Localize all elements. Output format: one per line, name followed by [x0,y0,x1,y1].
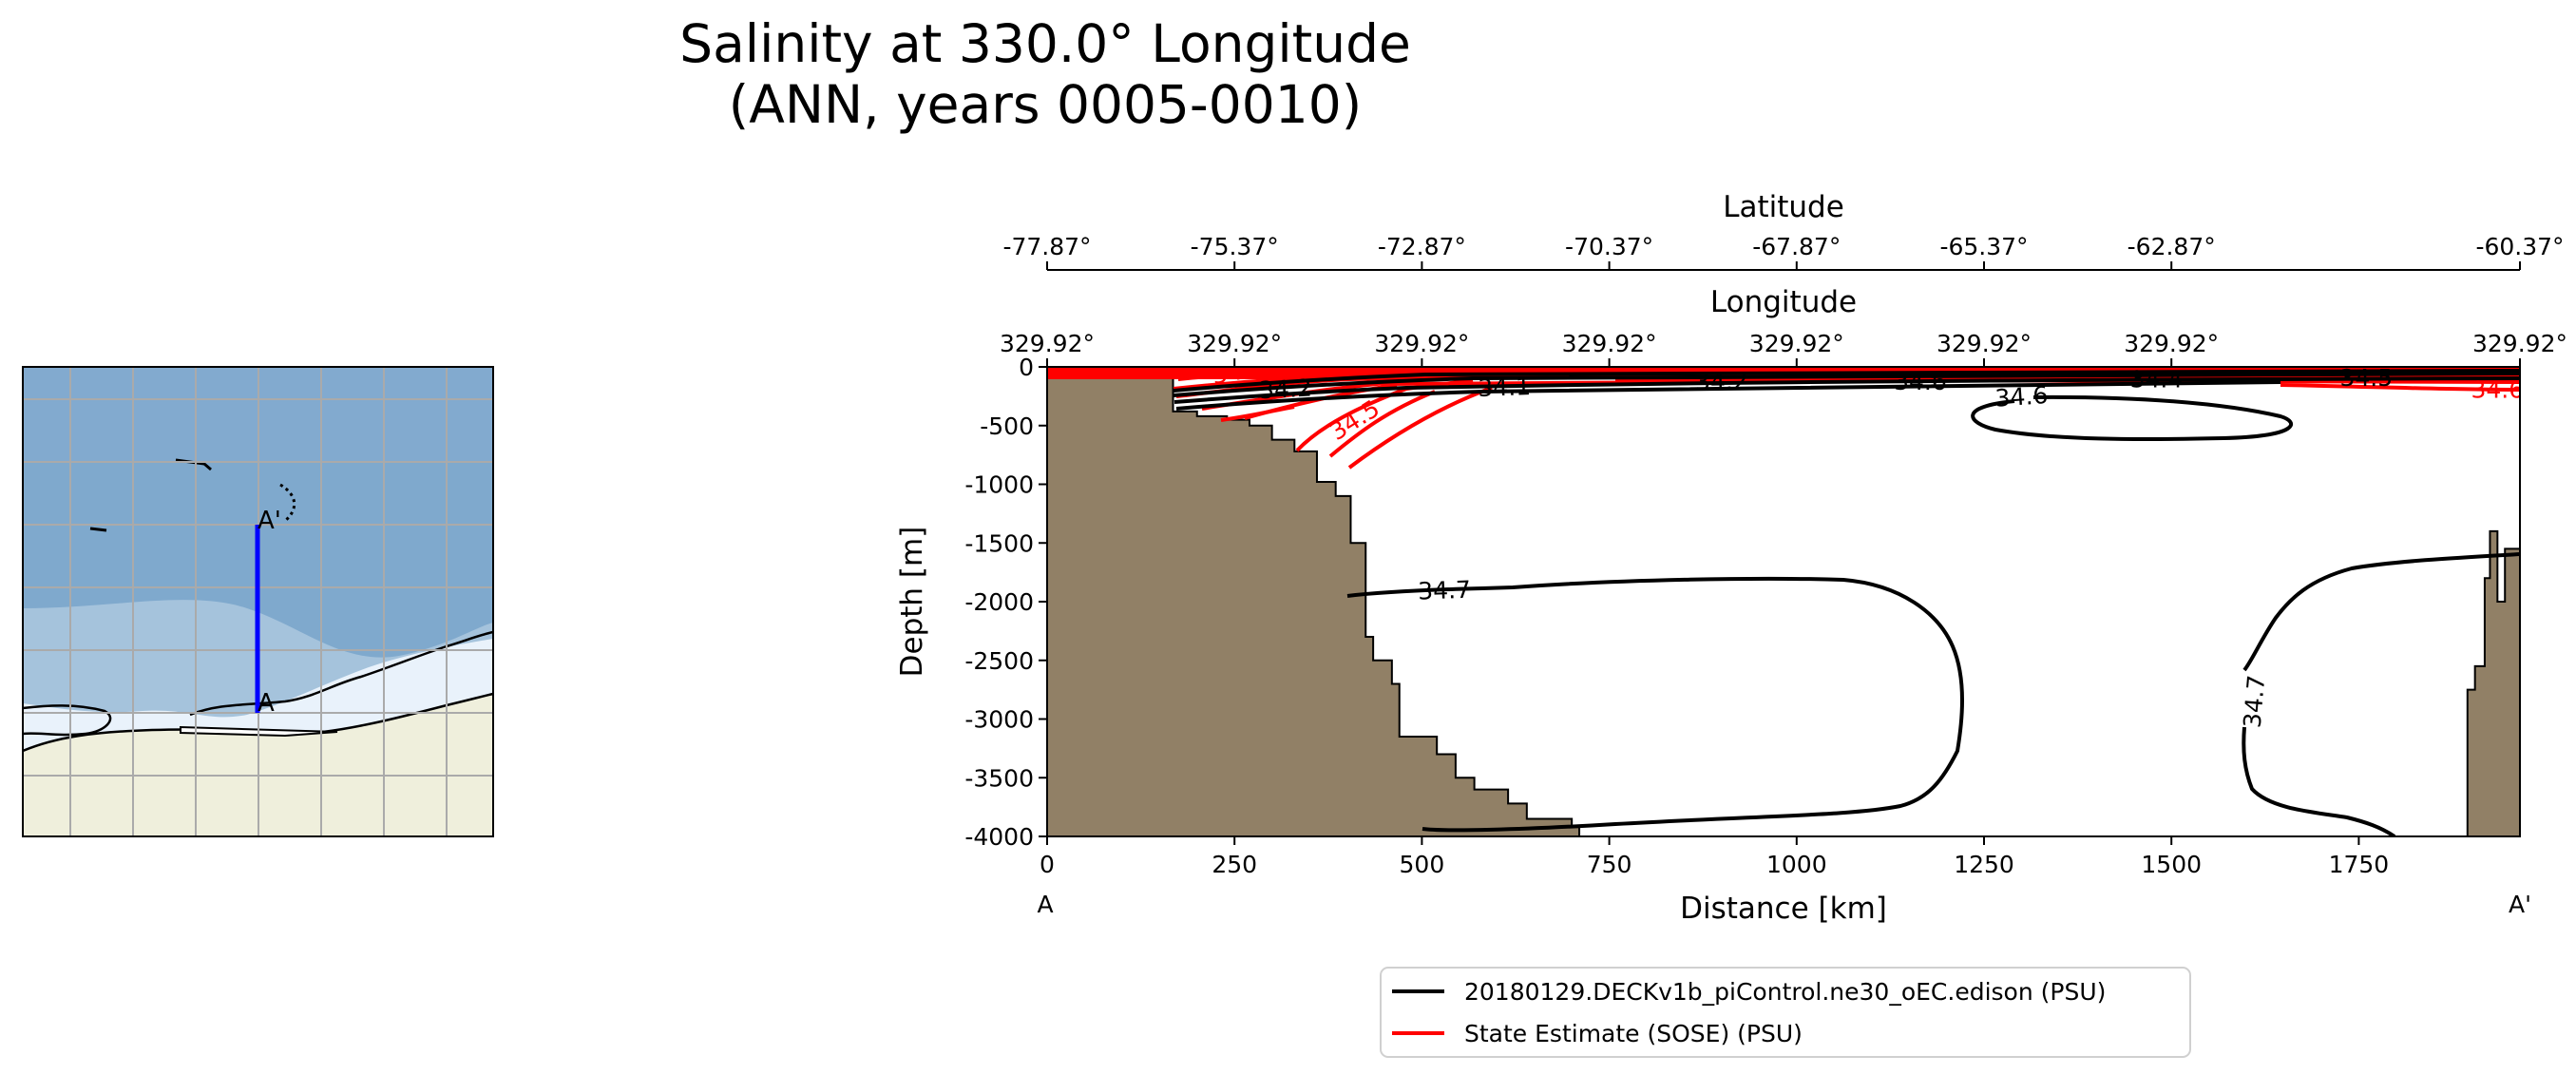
top-tick-label: -75.37° [1191,233,1279,260]
model-contour-3 [1174,376,2520,404]
top-tick-label: -77.87° [1002,233,1091,260]
contour-label: 34.4 [2130,365,2184,393]
y-axis: 0 -500 -1000 -1500 -2000 -2500 -3000 -3500 -4000 [964,354,1047,851]
x-tick-label: 1750 [2329,851,2390,878]
y-tick-label: -3500 [964,764,1034,792]
y-tick-label: -2500 [964,647,1034,675]
model-contour-347-right-deep [2242,552,2520,836]
top-tick-label: 329.92° [1187,330,1282,357]
top-tick-label: -62.87° [2128,233,2216,260]
legend-label-model: 20180129.DECKv1b_piControl.ne30_oEC.edis… [1464,978,2106,1006]
x-tick-label: 1000 [1766,851,1827,878]
latitude-axis: -77.87° -75.37° -72.87° -70.37° -67.87° -65.3… [1002,233,2565,271]
map-ice-rise [279,483,296,523]
contour-label: 34.7 [2239,674,2271,729]
sose-contour-7 [1295,378,1474,452]
map-label-start: A [258,689,275,718]
bathymetry-right [2466,529,2520,836]
sose-contour-9 [1347,386,1493,470]
legend-box [1380,967,2191,1058]
bathymetry-left [1047,367,1581,836]
model-contour-347-left-deep [1346,576,1964,833]
top-tick-label: 329.92° [1000,330,1095,357]
map-island-small [89,527,107,532]
top-tick-label: -70.37° [1565,233,1653,260]
legend: 20180129.DECKv1b_piControl.ne30_oEC.edis… [1380,967,2191,1058]
x-axis-label: Distance [km] [1680,892,1887,926]
sose-contour-12 [2280,383,2520,392]
sose-contour-6 [1220,405,1295,422]
top-tick-label: -72.87° [1378,233,1466,260]
latitude-axis-label: Latitude [1723,190,1844,224]
model-contours [1173,369,2520,836]
model-contour-3446-loop [1971,394,2293,442]
chart-title-line1: Salinity at 330.0° Longitude [679,13,1411,74]
model-contour-2 [1173,372,2520,397]
contour-label: 34.5 [2339,364,2393,392]
contour-label: 34.1 [1478,373,1532,402]
contour-labels: 34.2 34.1 34.2 34.6 34.634.4 34.534.734.734.1… [1210,364,2525,729]
y-tick-label: -1500 [964,529,1034,557]
map-coastline-west [23,704,112,737]
contour-label: 34.2 [1258,374,1312,404]
sose-contour-2 [1173,367,1806,391]
y-axis-label: Depth [m] [895,527,929,678]
top-tick-label: 329.92° [2124,330,2219,357]
map-ice-front [189,630,493,717]
model-contour-4 [1175,380,2281,411]
sose-contour-8 [1328,390,1436,458]
x-tick-label: 1250 [1954,851,2014,878]
map-label-end: A' [258,507,281,535]
x-tick-label: 1500 [2141,851,2202,878]
y-tick-label: -1000 [964,471,1034,499]
contour-label: 34.6 [2471,375,2525,403]
x-tick-label: 750 [1587,851,1632,878]
top-tick-label: 329.92° [1374,330,1469,357]
model-contour-1 [1173,369,2520,393]
y-tick-label: -4000 [964,823,1034,851]
y-tick-label: -500 [980,413,1034,440]
sose-contour-1 [1177,367,2520,381]
map-frame [22,366,494,837]
x-tick-label: 250 [1212,851,1257,878]
top-tick-label: 329.92° [1749,330,1844,357]
top-tick-label: -60.37° [2475,233,2564,260]
chart-title-line2: (ANN, years 0005-0010) [728,74,1363,135]
longitude-axis-label: Longitude [1710,285,1857,319]
longitude-axis: 329.92° 329.92° 329.92° 329.92° 329.92° 329.9… [1000,330,2567,368]
top-tick-label: -65.37° [1939,233,2028,260]
top-tick-label: -67.87° [1752,233,1841,260]
top-tick-label: 329.92° [1937,330,2032,357]
top-tick-label: 329.92° [2472,330,2567,357]
contour-label: 34.6 [1994,381,2050,413]
plot-area: 34.2 34.1 34.2 34.6 34.634.4 34.534.734.734.1… [1047,364,2525,836]
top-tick-label: 329.92° [1562,330,1657,357]
contour-label: 34.6 [1894,368,1947,395]
x-axis: 0 250 500 750 1000 1250 1500 1750 [1040,836,2389,878]
legend-label-sose: State Estimate (SOSE) (PSU) [1464,1020,1803,1047]
map-inset [23,367,493,836]
y-tick-label: 0 [1019,354,1034,381]
y-tick-label: -3000 [964,706,1034,734]
contour-label: 34.2 [1695,367,1748,395]
x-tick-label: 500 [1400,851,1445,878]
section-end-label: A' [2509,891,2531,918]
x-tick-label: 0 [1040,851,1055,878]
contour-label: 34.7 [1418,576,1472,605]
section-start-label: A [1037,891,1053,918]
y-tick-label: -2000 [964,588,1034,616]
